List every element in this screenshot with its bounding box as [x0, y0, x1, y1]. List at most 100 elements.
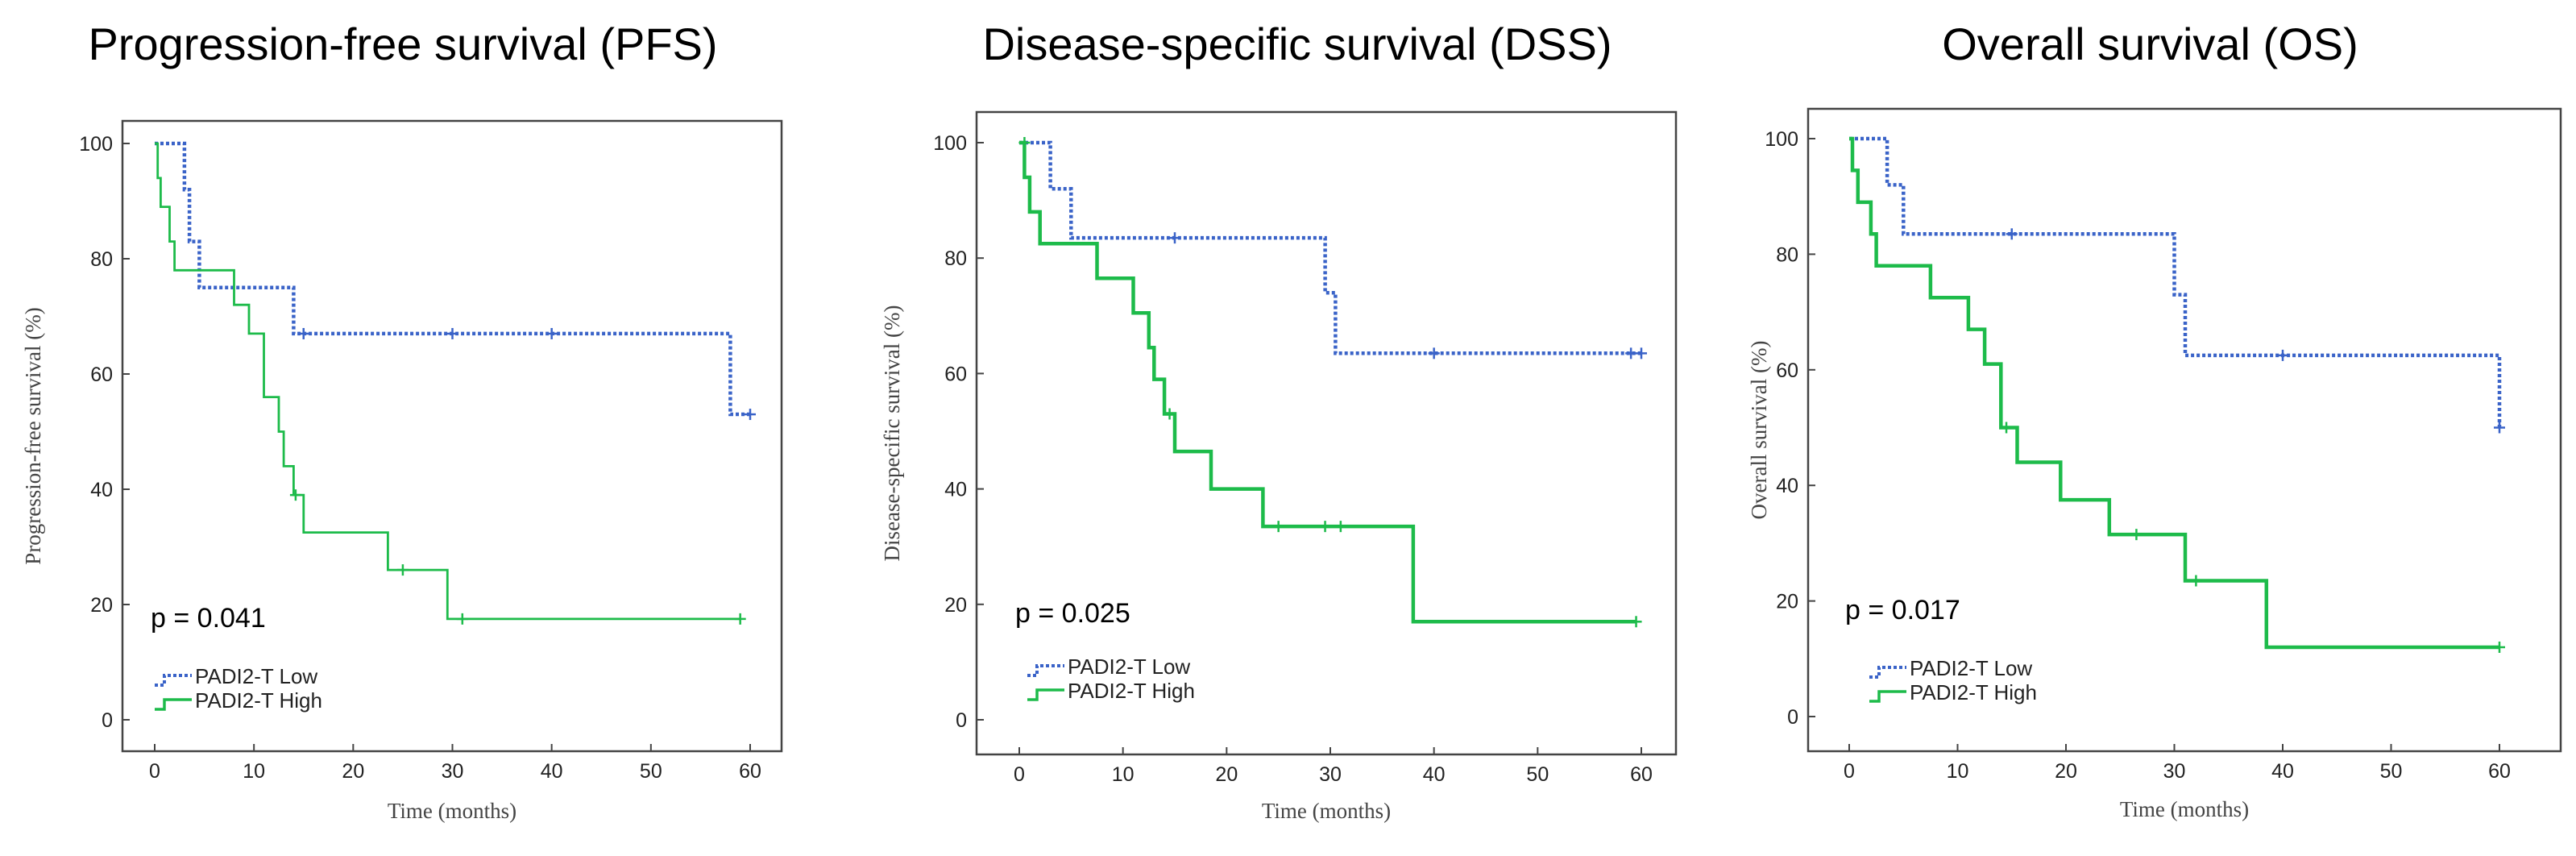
series-line-low — [1019, 140, 1641, 355]
dss-panel: Disease-specific survival (DSS) 0 20 40 60 8… — [870, 0, 1724, 856]
legend-swatch-high — [1869, 690, 1906, 703]
x-tick-label: 60 — [2488, 760, 2511, 783]
series-line-low — [1849, 136, 2502, 428]
censor-mark — [1630, 616, 1642, 628]
censor-mark — [1018, 137, 1031, 148]
x-tick-label: 0 — [149, 760, 160, 783]
y-tick-label: 80 — [944, 247, 967, 270]
y-tick-label: 20 — [90, 594, 113, 617]
censor-mark — [734, 613, 746, 625]
x-tick-label: 0 — [1014, 763, 1025, 786]
series-line-high — [1019, 140, 1636, 624]
x-tick-label: 30 — [442, 760, 464, 783]
y-tick-label: 100 — [79, 133, 113, 156]
censor-mark — [297, 327, 309, 339]
censor-mark — [2277, 349, 2288, 361]
censor-mark — [2130, 529, 2143, 541]
censor-mark — [1319, 521, 1331, 533]
y-tick-label: 60 — [944, 363, 967, 385]
y-tick-label: 20 — [1776, 591, 1798, 613]
legend-swatch-high — [155, 698, 192, 711]
y-tick-label: 100 — [933, 132, 967, 155]
series-line-low — [155, 141, 750, 417]
pfs-panel: Progression-free survival (PFS) 0 20 40 60 8… — [0, 0, 806, 856]
y-tick-label: 80 — [1776, 243, 1798, 266]
x-tick-label: 20 — [2055, 760, 2077, 783]
y-tick-label: 0 — [102, 709, 113, 732]
os-panel: Overall survival (OS) 0 20 40 60 80 100 0 10 20 3… — [1724, 0, 2576, 856]
y-tick-label: 0 — [956, 709, 967, 732]
x-tick-label: 0 — [1844, 760, 1855, 783]
censor-mark — [2494, 422, 2505, 434]
censor-mark — [745, 409, 756, 421]
x-tick-label: 60 — [1630, 763, 1653, 786]
censor-mark — [2190, 575, 2202, 587]
x-axis-label: Time (months) — [1262, 799, 1391, 823]
censor-mark — [456, 613, 468, 625]
p-value: p = 0.041 — [151, 603, 266, 634]
y-tick-label: 0 — [1787, 706, 1798, 729]
x-tick-label: 20 — [342, 760, 364, 783]
censor-mark — [1334, 521, 1346, 533]
y-tick-label: 20 — [944, 594, 967, 617]
y-axis-label: Overall survival (%) — [1747, 341, 1771, 520]
censor-mark — [446, 327, 458, 339]
x-tick-label: 30 — [1319, 763, 1342, 786]
legend-label: PADI2-T High — [1910, 680, 2037, 704]
chart-title: Overall survival (OS) — [1942, 19, 2358, 69]
legend-swatch-high — [1027, 688, 1064, 701]
censor-mark — [2494, 641, 2505, 653]
censor-mark — [1164, 408, 1176, 420]
dss-chart: 0 20 40 60 80 100 0 10 20 30 40 50 60 Time (months) Di… — [880, 110, 1678, 823]
x-tick-label: 50 — [640, 760, 662, 783]
y-axis-label: Disease-specific survival (%) — [880, 305, 904, 562]
legend-label: PADI2-T High — [195, 688, 322, 713]
series-line-high — [155, 142, 740, 621]
y-tick-label: 40 — [90, 479, 113, 501]
x-axis-label: Time (months) — [2120, 797, 2249, 821]
x-axis-label: Time (months) — [388, 799, 516, 823]
censor-mark — [396, 564, 409, 576]
y-tick-label: 80 — [90, 248, 113, 271]
chart-title: Disease-specific survival (DSS) — [982, 19, 1612, 69]
censor-mark — [2001, 422, 2013, 434]
plot-frame — [121, 119, 783, 753]
legend-label: PADI2-T Low — [195, 664, 317, 688]
legend-label: PADI2-T High — [1068, 679, 1195, 703]
censor-mark — [1428, 347, 1440, 359]
y-tick-label: 100 — [1765, 128, 1798, 151]
x-tick-label: 40 — [1423, 763, 1446, 786]
os-chart: 0 20 40 60 80 100 0 10 20 30 40 50 60 Time (months) Ov… — [1747, 107, 2562, 821]
x-tick-label: 60 — [739, 760, 761, 783]
censor-mark — [1169, 232, 1180, 244]
y-tick-label: 60 — [1776, 359, 1798, 382]
legend-swatch-low — [155, 674, 192, 687]
censor-mark — [1272, 521, 1284, 533]
x-tick-label: 50 — [2380, 760, 2403, 783]
censor-mark — [289, 489, 301, 501]
p-value: p = 0.017 — [1845, 595, 1960, 625]
legend-label: PADI2-T Low — [1910, 656, 2032, 680]
censor-mark — [1636, 347, 1647, 359]
censor-mark — [545, 327, 558, 339]
plot-frame — [1807, 107, 2562, 753]
censor-mark — [2006, 228, 2018, 240]
plot-frame — [975, 110, 1678, 756]
legend-label: PADI2-T Low — [1068, 654, 1190, 679]
series-line-high — [1849, 136, 2499, 650]
legend-swatch-low — [1869, 666, 1906, 679]
p-value: p = 0.025 — [1015, 598, 1130, 629]
x-tick-label: 40 — [2271, 760, 2294, 783]
x-tick-label: 10 — [1112, 763, 1135, 786]
x-tick-label: 10 — [243, 760, 265, 783]
x-tick-label: 40 — [541, 760, 563, 783]
y-tick-label: 40 — [944, 479, 967, 501]
legend-swatch-low — [1027, 664, 1064, 677]
x-tick-label: 30 — [2163, 760, 2186, 783]
x-tick-label: 20 — [1215, 763, 1238, 786]
censor-mark — [1625, 347, 1637, 359]
y-tick-label: 40 — [1776, 475, 1798, 497]
x-tick-label: 50 — [1526, 763, 1549, 786]
x-tick-label: 10 — [1947, 760, 1969, 783]
chart-title: Progression-free survival (PFS) — [88, 19, 718, 69]
